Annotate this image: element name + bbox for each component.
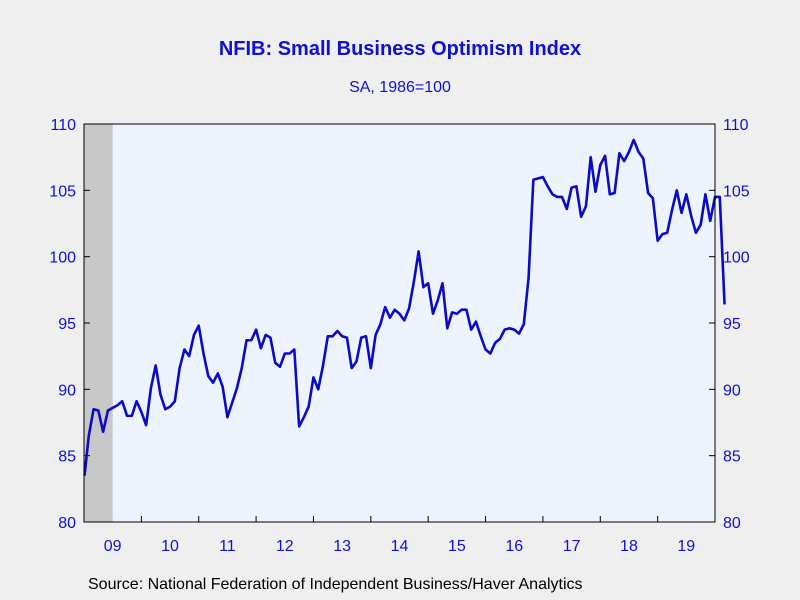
x-tick-label: 16 xyxy=(505,538,523,555)
y-tick-label-right: 110 xyxy=(723,117,749,134)
plot-frame xyxy=(83,123,716,523)
y-tick-label-right: 100 xyxy=(723,250,750,267)
y-axis-left-labels: 80 85 90 95 100 105 110 xyxy=(49,117,76,532)
plot-area xyxy=(84,124,715,522)
x-tick-label: 19 xyxy=(677,538,695,555)
x-tick-label: 10 xyxy=(161,538,179,555)
x-axis-labels: 09 10 11 12 13 14 15 16 17 18 19 xyxy=(104,538,696,555)
x-tick-label: 18 xyxy=(620,538,638,555)
y-tick-label-left: 110 xyxy=(50,117,76,134)
y-tick-label-left: 80 xyxy=(58,515,76,532)
source-note: Source: National Federation of Independe… xyxy=(88,576,583,593)
x-tick-label: 13 xyxy=(333,538,351,555)
x-tick-label: 12 xyxy=(276,538,294,555)
y-tick-label-left: 95 xyxy=(58,316,76,333)
y-tick-label-right: 90 xyxy=(723,382,741,399)
y-axis-right-labels: 80 85 90 95 100 105 110 xyxy=(723,117,750,532)
y-tick-label-left: 105 xyxy=(49,183,76,200)
tick-marks xyxy=(84,123,715,523)
x-tick-label: 09 xyxy=(104,538,122,555)
y-tick-label-left: 85 xyxy=(58,449,76,466)
x-tick-label: 17 xyxy=(563,538,581,555)
chart-subtitle: SA, 1986=100 xyxy=(349,79,451,96)
y-tick-label-right: 80 xyxy=(723,515,741,532)
y-tick-label-left: 100 xyxy=(49,250,76,267)
y-tick-label-right: 85 xyxy=(723,449,741,466)
y-tick-label-left: 90 xyxy=(58,382,76,399)
x-tick-label: 11 xyxy=(219,538,236,555)
y-tick-label-right: 95 xyxy=(723,316,741,333)
x-tick-label: 14 xyxy=(391,538,409,555)
series-line xyxy=(83,138,726,476)
x-tick-label: 15 xyxy=(448,538,466,555)
y-tick-label-right: 105 xyxy=(723,183,750,200)
chart-title: NFIB: Small Business Optimism Index xyxy=(218,38,582,60)
